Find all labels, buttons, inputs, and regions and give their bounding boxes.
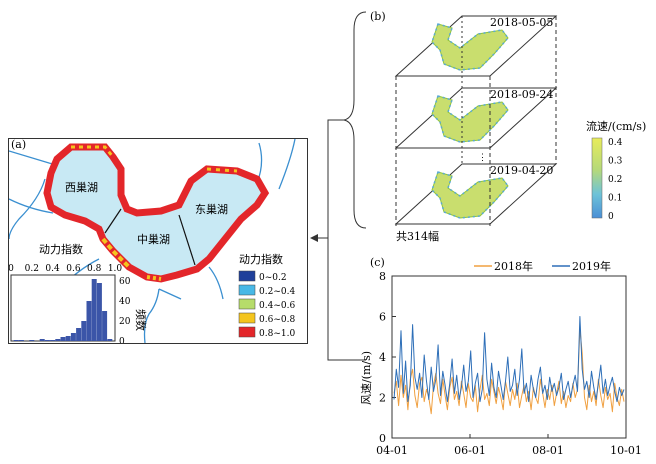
y-tick-label: 6 [379,311,386,324]
panel-a-canvas: (a) 西巢湖 中巢湖 东巢湖 动力指数 0~0.2 0.2~0.4 0.4~0.6… [8,138,296,347]
image-count: 共314幅 [396,230,439,243]
lake-middle-label: 中巢湖 [137,233,170,246]
chart-legend: 2018年 2019年 [474,259,611,273]
histogram-ytick: 60 [119,277,131,287]
middle-east-divider [178,214,196,266]
histogram-bar [50,340,56,341]
histogram-xtick: 0.4 [45,264,60,274]
legend-title: 动力指数 [239,252,283,266]
histogram-bar [91,279,97,341]
lake-west-label: 西巢湖 [65,181,98,194]
colorbar-tick: 0 [608,212,614,222]
histogram-bar [44,340,50,341]
histogram-bar [102,311,108,341]
y-tick-label: 8 [379,270,386,283]
legend-swatch-1 [238,284,256,296]
histogram-bar [60,337,66,341]
legend-label-4: 0.8~1.0 [259,329,295,339]
layer-2: 2019-04-20 [394,163,558,225]
x-tick-label: 04-01 [376,444,408,457]
legend-label-1: 0.2~0.4 [259,287,295,297]
west-middle-divider [104,208,122,234]
colorbar-tick: 0.1 [608,194,622,204]
layer-date-2: 2019-04-20 [490,164,553,177]
histogram-ytick: 20 [119,317,131,327]
series-line-2018 [393,328,625,415]
lake-outline [43,143,270,283]
x-tick-label: 08-01 [532,444,564,457]
colorbar-tick: 0.4 [608,138,623,148]
y-tick-label: 2 [379,392,386,405]
colorbar-tick: 0.2 [608,175,622,185]
histogram-bar [81,321,87,341]
histogram-bar [86,301,92,341]
histogram-bar [65,336,71,341]
plot-frame [391,275,627,439]
lake-east-label: 东巢湖 [195,203,228,216]
legend-label-0: 0~0.2 [259,273,287,283]
layer-0: 2018-05-05 [394,15,558,77]
histogram-bar [55,339,61,341]
histogram-bar [39,339,45,341]
histogram-xtick: 1.0 [108,264,123,274]
panel-c: (c) 2018年 2019年 风速/(m/s) 0 2 4 6 8 04-01 06-0… [360,256,642,457]
y-tick-label: 0 [379,432,386,445]
histogram-ylabel: 频数 [134,309,148,331]
legend-2019-label: 2019年 [572,259,611,273]
colorbar-title: 流速/(cm/s) [586,119,646,133]
legend-2018-label: 2018年 [494,259,533,273]
histogram-bar [18,340,24,341]
histogram-ytick: 0 [119,337,125,343]
layer-date-0: 2018-05-05 [490,16,553,29]
colorbar-tick: 0.3 [608,157,623,167]
panel-a-label: (a) [11,139,26,151]
legend-swatch-4 [238,326,256,338]
layer-date-1: 2018-09-24 [490,88,553,101]
histogram-xtick: 0.8 [87,264,102,274]
histogram-xtick: 0.2 [25,264,39,274]
legend: 动力指数 0~0.2 0.2~0.4 0.4~0.6 0.6~0.8 0.8~1.0 [238,252,295,339]
x-tick-label: 06-01 [454,444,486,457]
layer-1: 2018-09-24 [394,87,558,149]
panel-a: (a) 西巢湖 中巢湖 东巢湖 动力指数 0~0.2 0.2~0.4 0.4~0.6… [8,138,308,347]
y-tick-label: 4 [379,351,386,364]
panel-c-label: (c) [370,256,385,269]
series-line-2019 [393,316,625,403]
histogram-ytick: 40 [119,297,131,307]
colorbar [591,137,603,219]
bracket-connector [310,11,367,361]
histogram-bar [96,283,102,341]
histogram-bar [29,340,35,341]
y-axis-label: 风速/(m/s) [360,351,373,405]
histogram-xtick: 0.6 [66,264,81,274]
legend-swatch-0 [238,270,256,282]
histogram-bar [76,328,82,341]
histogram-bar [13,340,19,341]
histogram-xtick: 0 [9,264,14,274]
x-tick-label: 10-01 [610,444,642,457]
ellipsis-dots: ⋮ [478,153,487,163]
histogram-bar [70,333,76,341]
histogram-xlabel: 动力指数 [39,242,83,256]
legend-label-2: 0.4~0.6 [259,301,295,311]
legend-swatch-2 [238,298,256,310]
legend-swatch-3 [238,312,256,324]
histogram-bar [107,339,113,341]
histogram: 动力指数 0 0.2 0.4 0.6 0.8 1.0 0 20 40 60 频数 [8,242,148,347]
legend-label-3: 0.6~0.8 [259,315,295,325]
panel-b-label: (b) [370,10,386,23]
panel-b: (b) 2018-05-05 2018-09-24 2019-04-20 ⋮ 共31… [370,10,646,243]
